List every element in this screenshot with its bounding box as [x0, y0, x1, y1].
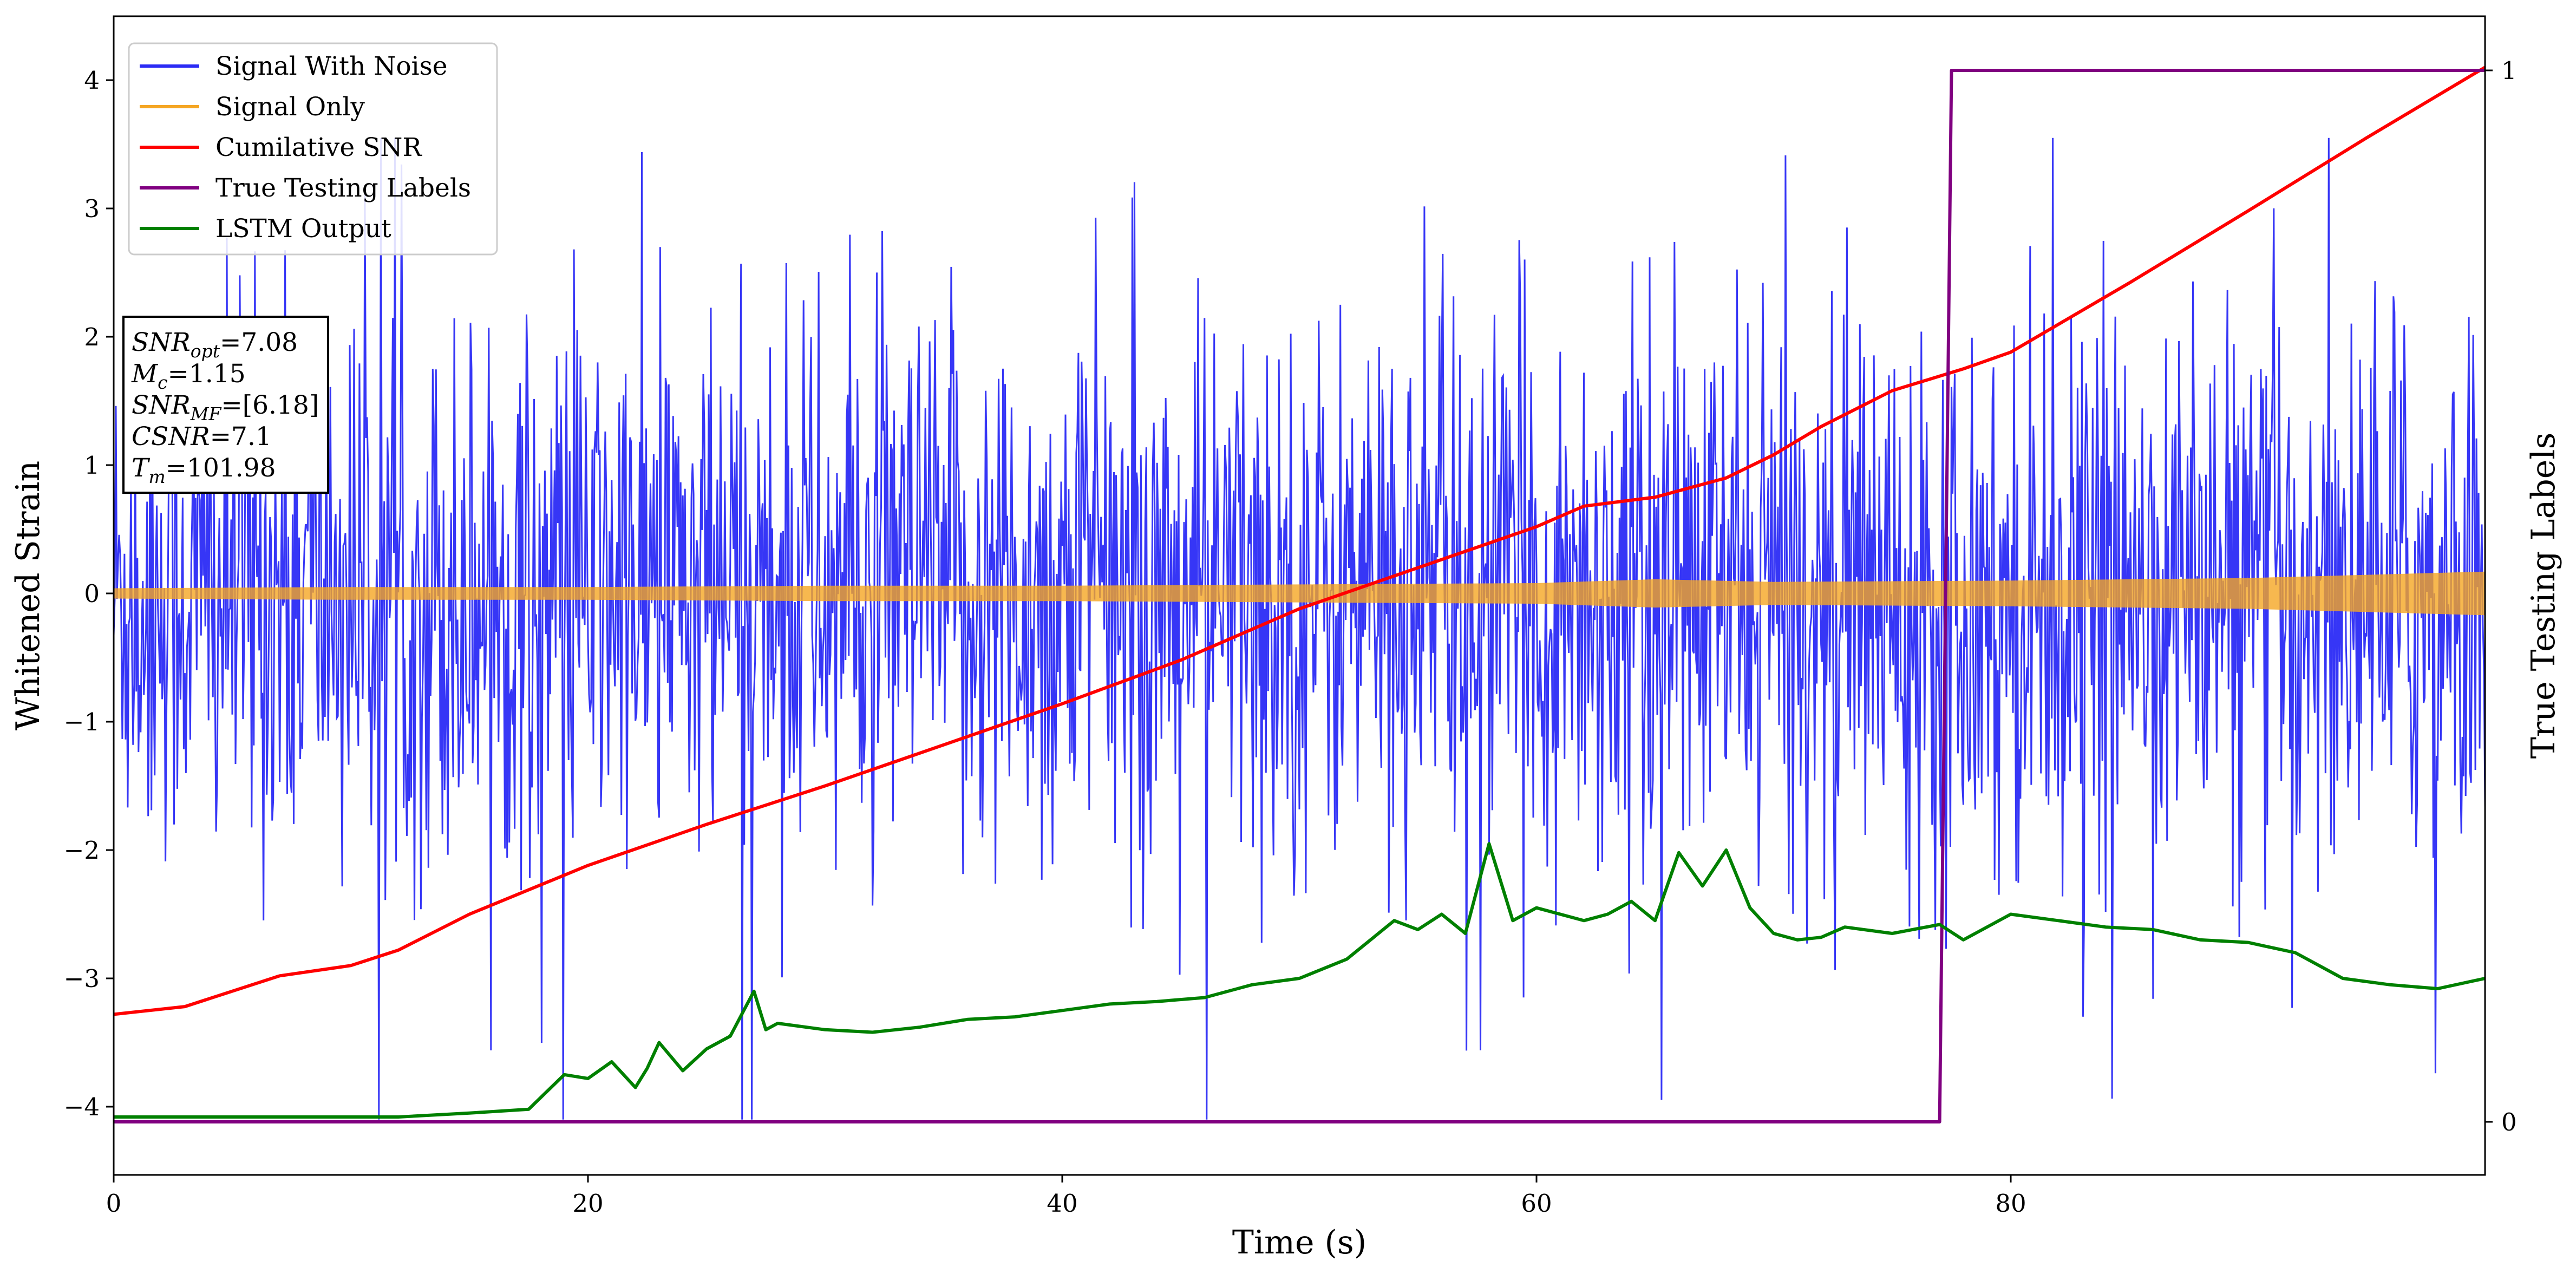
y-tick-label: 3: [84, 194, 100, 223]
legend-label: Cumilative SNR: [215, 133, 422, 162]
info-line: SNRMF=[6.18]: [132, 390, 319, 424]
series-line-lstm-output: [114, 842, 2485, 1119]
y-tick-label: 4: [84, 66, 100, 95]
legend-box: [128, 42, 498, 256]
legend-label: Signal Only: [215, 92, 365, 122]
y2-tick-label: 1: [2501, 56, 2517, 85]
info-line: Tm=101.98: [132, 453, 276, 487]
y-tick-label: 0: [84, 579, 100, 608]
info-box: SNRopt=7.08Mc=1.15SNRMF=[6.18]CSNR=7.1Tm…: [122, 316, 329, 494]
y2-tick-label: 0: [2501, 1108, 2517, 1136]
series-line-cumilative-snr: [114, 66, 2485, 1016]
x-tick-label: 0: [106, 1189, 122, 1218]
legend: Signal With Noise Signal Only Cumilative S…: [128, 42, 498, 256]
plot-frame: [113, 15, 2486, 1176]
y-tick-label: −2: [64, 836, 100, 865]
plot-area: [114, 66, 2485, 1123]
y2-axis-title: True Testing Labels: [2525, 433, 2562, 759]
y-tick-label: −4: [64, 1093, 100, 1121]
legend-label: Signal With Noise: [215, 51, 448, 81]
x-tick-label: 60: [1521, 1189, 1552, 1218]
y-tick-label: 2: [84, 323, 100, 351]
y-tick-label: −1: [64, 708, 100, 736]
series-band-signal-only: [114, 571, 2485, 616]
x-tick-label: 40: [1047, 1189, 1077, 1218]
x-tick-label: 20: [572, 1189, 603, 1218]
info-line: Mc=1.15: [131, 359, 246, 393]
info-box-frame: [122, 316, 329, 494]
series-layer: [114, 66, 2485, 1123]
y-tick-label: 1: [84, 451, 100, 480]
series-line-true-testing-labels: [114, 69, 2485, 1123]
y-axis-title: Whitened Strain: [9, 461, 47, 730]
info-line: SNRopt=7.08: [132, 328, 298, 362]
legend-label: LSTM Output: [215, 214, 391, 244]
ticks-layer: 0 20 40 60 80 4 3 2 1 0 −1 −2 −3 −4 1 0: [64, 56, 2517, 1218]
legend-label: True Testing Labels: [215, 173, 471, 203]
info-line: CSNR=7.1: [132, 422, 272, 452]
y-tick-label: −3: [64, 964, 100, 993]
x-axis-title: Time (s): [1232, 1224, 1367, 1262]
x-tick-label: 80: [1995, 1189, 2026, 1218]
